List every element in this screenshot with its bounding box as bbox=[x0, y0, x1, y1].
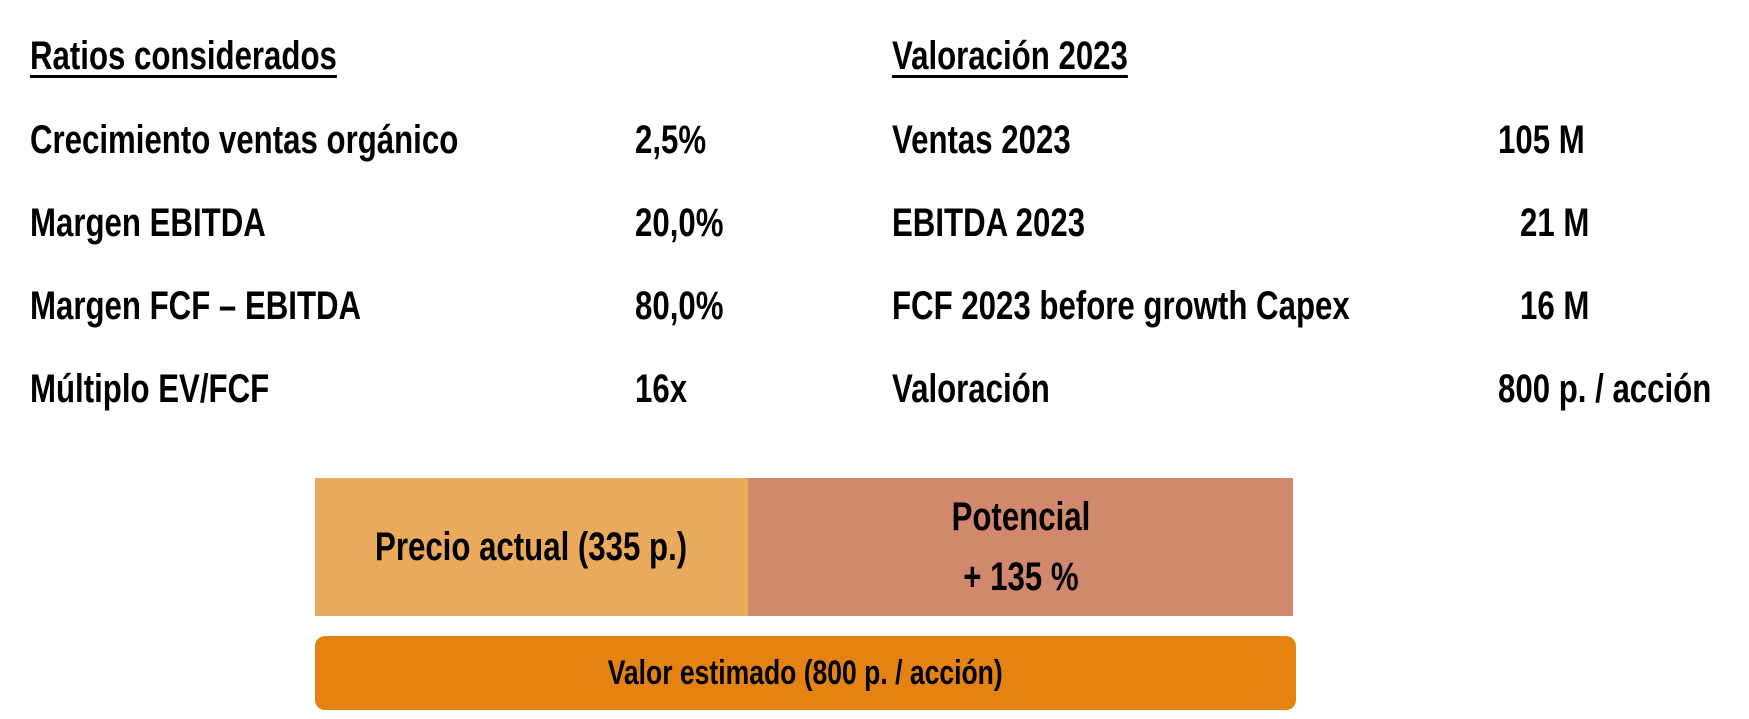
valuation-label-sales: Ventas 2023 bbox=[892, 118, 1071, 162]
ratio-label-ev-fcf-multiple: Múltiplo EV/FCF bbox=[30, 367, 270, 411]
valuation-value-valuation: 800 p. / acción bbox=[1498, 367, 1712, 411]
valuation-label-valuation: Valoración bbox=[892, 367, 1050, 411]
ratio-value-ebitda-margin: 20,0% bbox=[635, 201, 724, 245]
current-price-label: Precio actual (335 p.) bbox=[375, 524, 688, 569]
estimated-value-label: Valor estimado (800 p. / acción) bbox=[608, 653, 1003, 692]
ratio-label-sales-growth: Crecimiento ventas orgánico bbox=[30, 118, 459, 162]
ratio-value-sales-growth: 2,5% bbox=[635, 118, 707, 162]
estimated-value-bar: Valor estimado (800 p. / acción) bbox=[315, 636, 1296, 710]
potential-box: Potencial + 135 % bbox=[748, 478, 1293, 616]
ratio-value-fcf-margin: 80,0% bbox=[635, 284, 724, 328]
potential-label: Potencial bbox=[951, 495, 1090, 539]
valuation-heading: Valoración 2023 bbox=[892, 34, 1128, 78]
valuation-value-fcf: 16 M bbox=[1520, 284, 1590, 328]
valuation-label-ebitda: EBITDA 2023 bbox=[892, 201, 1086, 245]
ratio-label-ebitda-margin: Margen EBITDA bbox=[30, 201, 266, 245]
potential-value: + 135 % bbox=[962, 555, 1079, 599]
ratio-label-fcf-margin: Margen FCF – EBITDA bbox=[30, 284, 362, 328]
current-price-box: Precio actual (335 p.) bbox=[315, 478, 748, 616]
ratio-value-ev-fcf-multiple: 16x bbox=[635, 367, 688, 411]
ratios-heading: Ratios considerados bbox=[30, 34, 337, 78]
valuation-label-fcf: FCF 2023 before growth Capex bbox=[892, 284, 1350, 328]
valuation-value-ebitda: 21 M bbox=[1520, 201, 1590, 245]
valuation-value-sales: 105 M bbox=[1498, 118, 1585, 162]
